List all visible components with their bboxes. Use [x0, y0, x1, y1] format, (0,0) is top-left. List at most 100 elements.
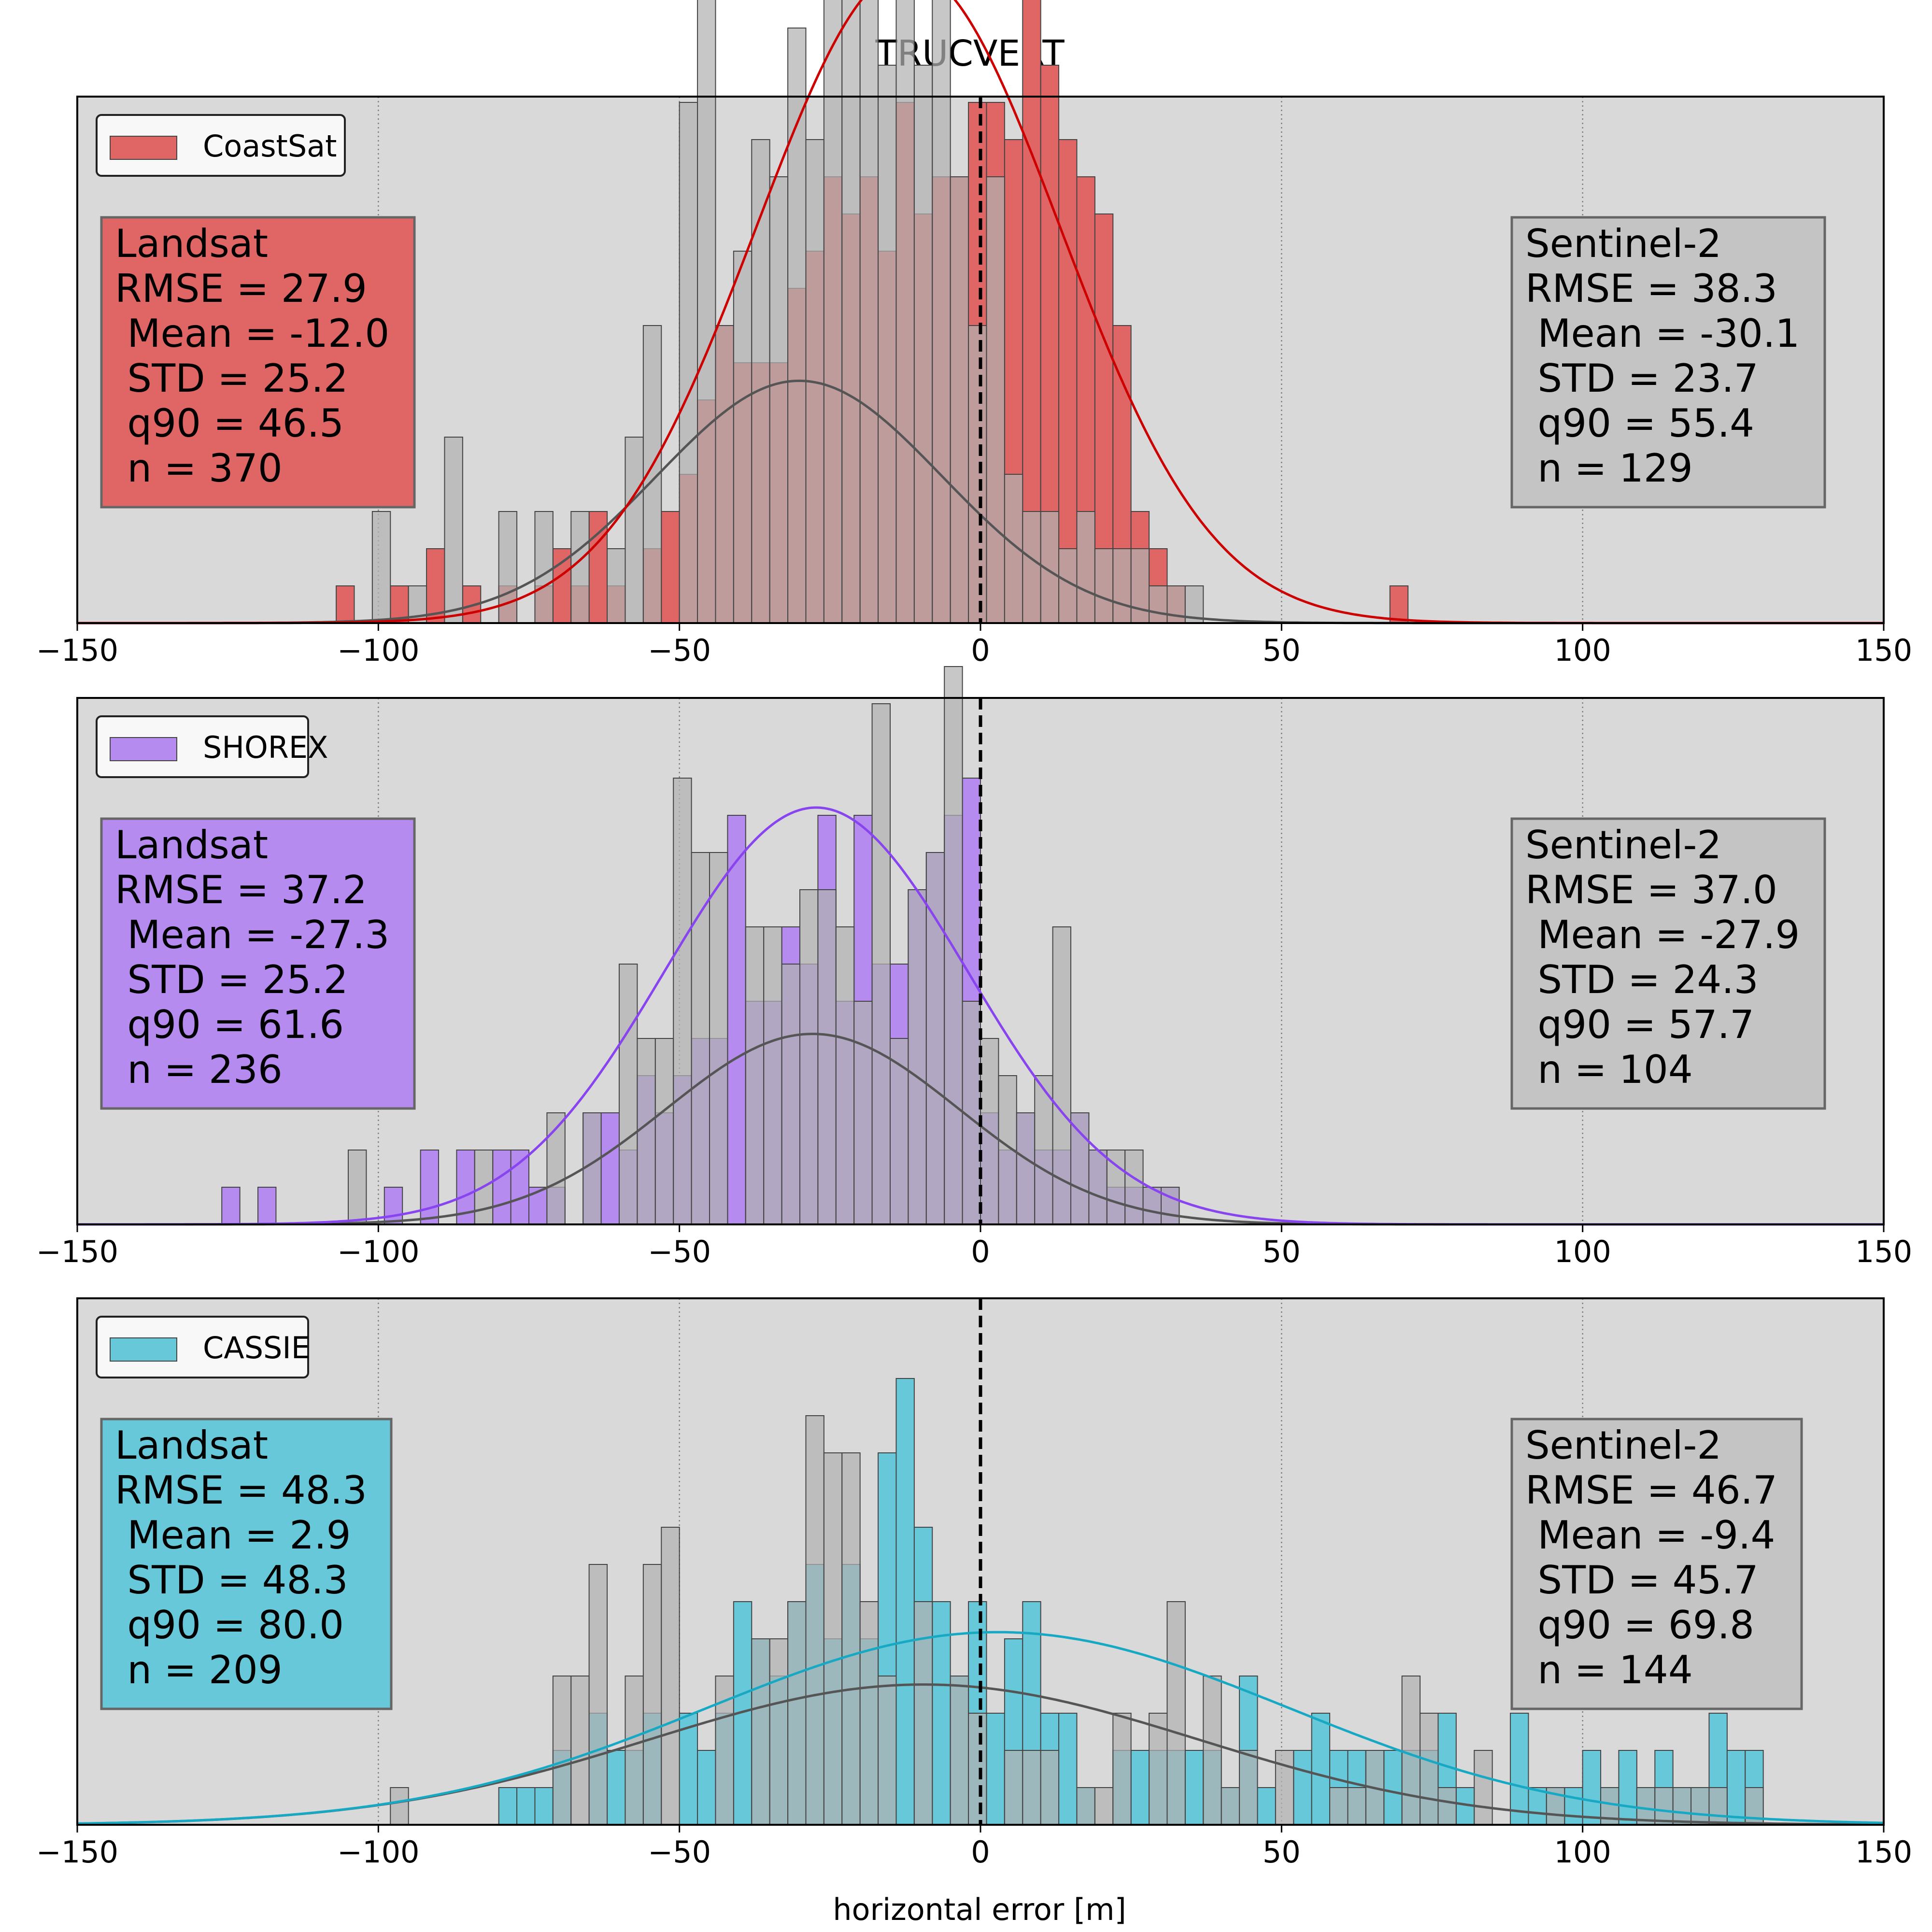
- landsat-bar: [1130, 1750, 1150, 1825]
- sentinel-bar: [853, 1001, 873, 1225]
- x-tick-label: 150: [1855, 1234, 1912, 1269]
- sentinel-stats-line: STD = 23.7: [1525, 356, 1759, 401]
- legend-box: [96, 1316, 309, 1378]
- sentinel-bar: [1004, 1750, 1023, 1825]
- x-tick-label: 150: [1855, 633, 1912, 668]
- sentinel-bar: [913, 65, 933, 624]
- x-tick-label: 150: [1855, 1834, 1912, 1870]
- sentinel-bar: [1094, 1787, 1114, 1825]
- sentinel-bar: [745, 926, 765, 1225]
- sentinel-bar: [763, 926, 782, 1225]
- panels: −150 −100 −50 0 50 100 150CoastSatLandsatRMSE …: [36, 0, 1912, 1870]
- sentinel-bar: [787, 1601, 807, 1825]
- sentinel-stats-line: Mean = -30.1: [1525, 311, 1800, 356]
- sentinel-bar: [715, 325, 734, 624]
- sentinel-stats-box: [1510, 817, 1826, 1110]
- sentinel-bar: [932, 0, 951, 624]
- sentinel-stats-line: n = 144: [1525, 1648, 1693, 1692]
- sentinel-bar: [1076, 1787, 1095, 1825]
- landsat-bar: [552, 548, 572, 624]
- landsat-bar: [498, 1787, 518, 1825]
- x-tick-label: −150: [36, 1834, 118, 1870]
- landsat-stats-line: Landsat: [115, 823, 268, 867]
- sentinel-bar: [895, 0, 915, 624]
- landsat-stats-line: Mean = -27.3: [115, 912, 389, 957]
- sentinel-bar: [1076, 511, 1095, 624]
- legend-swatch: [110, 1337, 177, 1362]
- sentinel-bar: [1474, 1750, 1493, 1825]
- sentinel-bar: [1016, 1112, 1036, 1225]
- sentinel-bar: [799, 889, 819, 1225]
- x-tick-label: 0: [971, 633, 990, 668]
- landsat-bar: [588, 511, 608, 624]
- sentinel-bar: [769, 176, 789, 624]
- landsat-bar: [516, 1787, 536, 1825]
- sentinel-bar: [1022, 511, 1041, 624]
- landsat-bar: [1257, 1787, 1276, 1825]
- sentinel-stats-line: STD = 24.3: [1525, 957, 1759, 1002]
- sentinel-bar: [1654, 1787, 1674, 1825]
- sentinel-bar: [1022, 1750, 1041, 1825]
- sentinel-bar: [817, 889, 837, 1225]
- landsat-stats-box: [100, 1418, 393, 1710]
- landsat-stats-line: Landsat: [115, 221, 268, 266]
- landsat-bar: [336, 585, 355, 624]
- sentinel-bar: [1401, 1676, 1421, 1825]
- sentinel-bar: [709, 852, 728, 1225]
- landsat-stats-line: n = 370: [115, 446, 283, 491]
- sentinel-bar: [986, 176, 1005, 624]
- sentinel-bar: [781, 964, 800, 1225]
- sentinel-bar: [1203, 1676, 1222, 1825]
- sentinel-bar: [968, 325, 987, 624]
- landsat-stats-line: q90 = 46.5: [115, 401, 344, 446]
- sentinel-bar: [950, 1676, 969, 1825]
- sentinel-bar: [1690, 1787, 1710, 1825]
- sentinel-bar: [787, 28, 807, 624]
- sentinel-bar: [619, 964, 638, 1225]
- landsat-bar: [384, 1187, 403, 1225]
- x-tick-label: 50: [1263, 633, 1301, 668]
- landsat-bar: [1618, 1750, 1637, 1825]
- sentinel-bar: [444, 437, 463, 624]
- x-tick-label: 0: [971, 1834, 990, 1870]
- sentinel-bar: [1708, 1787, 1728, 1825]
- sentinel-bar: [805, 1415, 824, 1825]
- landsat-bar: [221, 1187, 241, 1225]
- sentinel-bar: [1161, 1187, 1180, 1225]
- sentinel-bar: [1130, 548, 1150, 624]
- landsat-bar: [1582, 1750, 1602, 1825]
- sentinel-bar: [348, 1150, 367, 1225]
- landsat-stats-line: RMSE = 48.3: [115, 1468, 367, 1513]
- sentinel-bar: [1149, 1713, 1168, 1825]
- landsat-bar: [1383, 1750, 1403, 1825]
- sentinel-bar: [769, 1638, 789, 1825]
- legend-label: CASSIE: [203, 1330, 310, 1365]
- sentinel-stats-line: n = 129: [1525, 446, 1693, 491]
- sentinel-stats-line: RMSE = 46.7: [1525, 1468, 1777, 1513]
- landsat-bar: [661, 511, 680, 624]
- x-tick-label: 100: [1554, 1834, 1611, 1870]
- sentinel-bar: [1221, 1787, 1240, 1825]
- sentinel-bar: [637, 1038, 656, 1225]
- sentinel-stats-line: Sentinel-2: [1525, 823, 1721, 867]
- sentinel-stats-line: RMSE = 37.0: [1525, 867, 1777, 912]
- sentinel-bar: [751, 139, 770, 624]
- legend-label: CoastSat: [203, 128, 337, 164]
- x-tick-label: −100: [337, 1234, 419, 1269]
- landsat-bar: [1293, 1750, 1312, 1825]
- x-tick-label: 50: [1263, 1834, 1301, 1870]
- sentinel-bar: [1034, 1075, 1053, 1225]
- sentinel-bar: [859, 1601, 879, 1825]
- sentinel-bar: [625, 437, 644, 624]
- x-axis-label: horizontal error [m]: [833, 1892, 1126, 1927]
- landsat-stats-line: Mean = 2.9: [115, 1513, 351, 1558]
- sentinel-stats-line: n = 104: [1525, 1047, 1693, 1092]
- sentinel-stats-line: RMSE = 38.3: [1525, 266, 1777, 311]
- sentinel-bar: [859, 0, 879, 624]
- legend-swatch: [110, 136, 177, 160]
- sentinel-bar: [390, 1787, 409, 1825]
- landsat-stats-line: STD = 25.2: [115, 356, 348, 401]
- sentinel-bar: [733, 251, 753, 624]
- sentinel-bar: [1672, 1787, 1692, 1825]
